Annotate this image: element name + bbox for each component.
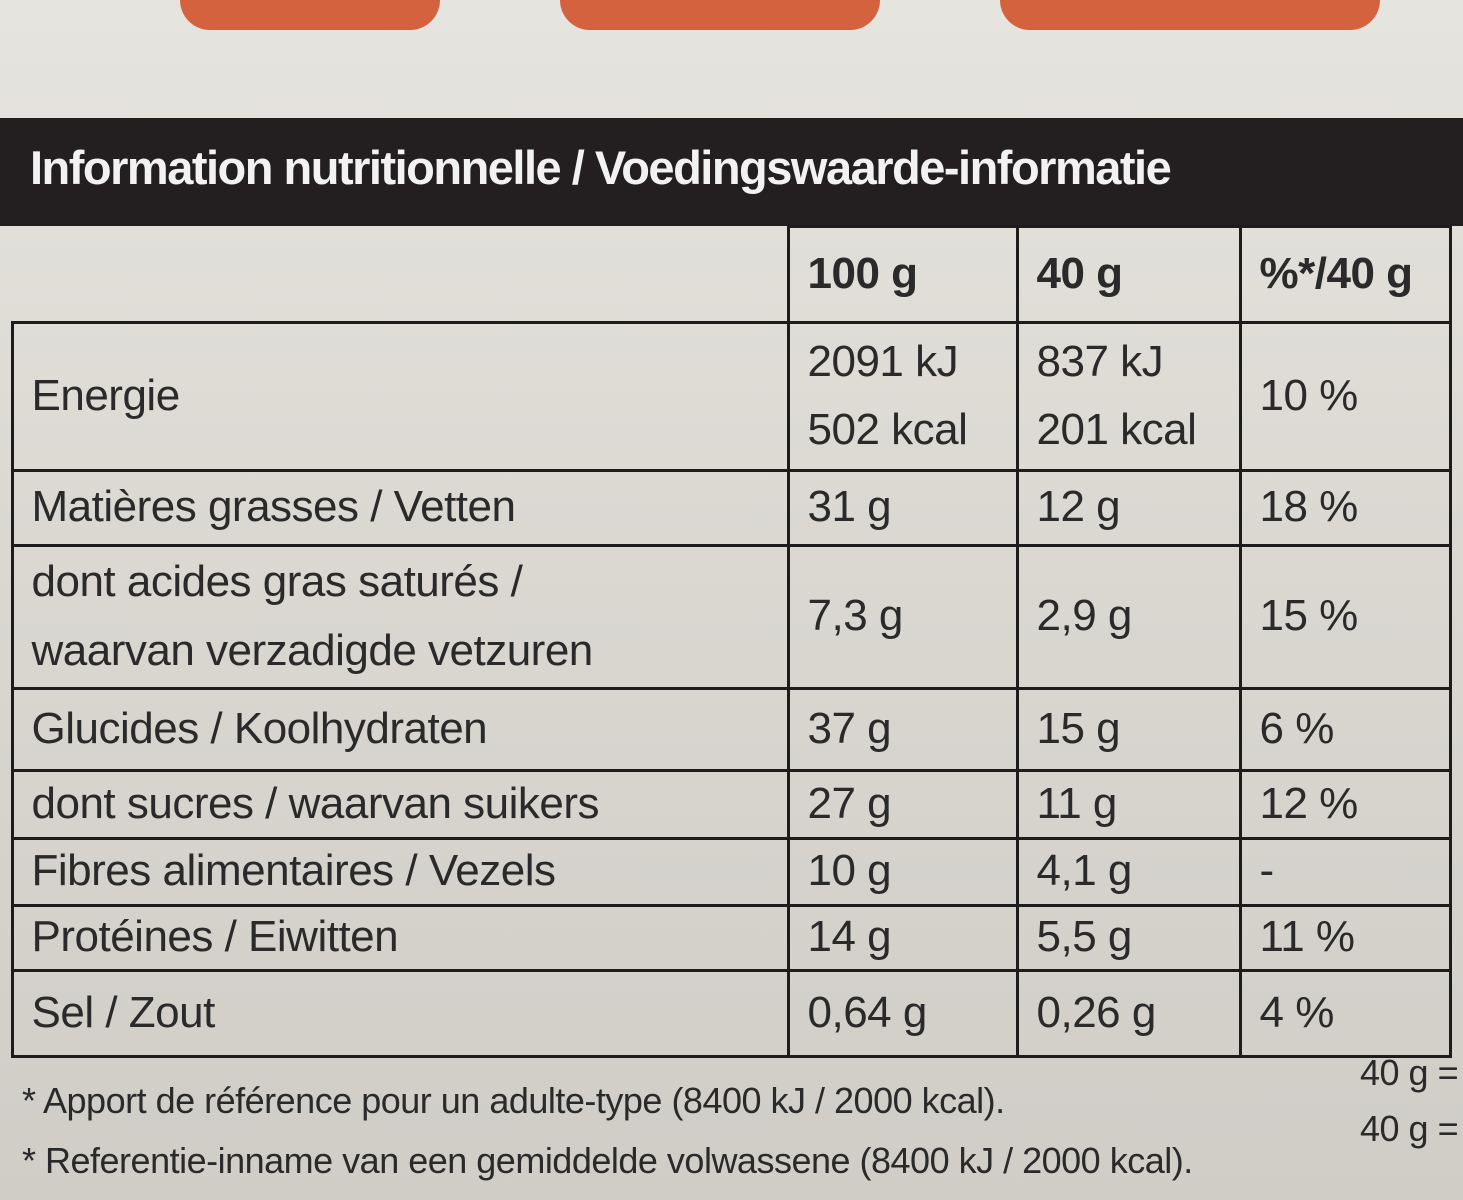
value-cell: 5,5 g	[1015, 903, 1242, 972]
footnote-portion: 40 g =	[1360, 1108, 1459, 1149]
value-cell: 2,9 g	[1015, 543, 1242, 690]
value-text: 12 %	[1259, 778, 1359, 828]
value-cell: 12 g	[1015, 468, 1242, 547]
decoration	[1000, 0, 1380, 30]
row-label: Matières grasses / Vetten	[10, 468, 790, 547]
column-header: %*/40 g	[1238, 224, 1452, 324]
value-text: 11 g	[1036, 778, 1118, 828]
value-text: 0,26 g	[1036, 987, 1157, 1037]
value-cell: 10 %	[1238, 320, 1452, 472]
row-label: dont sucres / waarvan suikers	[10, 768, 790, 840]
column-header: 40 g	[1015, 224, 1242, 324]
value-text: 15 g	[1036, 703, 1121, 753]
value-cell: 11 %	[1238, 903, 1452, 972]
row-label-text: Fibres alimentaires / Vezels	[31, 846, 557, 896]
value-cell: 27 g	[786, 768, 1019, 840]
footnote: * Referentie-inname van een gemiddelde v…	[22, 1140, 1193, 1181]
row-label: dont acides gras saturés / waarvan verzad…	[10, 543, 790, 690]
empty-cell	[10, 225, 790, 324]
row-label-text: dont sucres / waarvan suikers	[31, 778, 600, 828]
value-text: 2091 kJ	[807, 336, 959, 386]
value-cell: 4 %	[1238, 968, 1452, 1058]
value-cell: 7,3 g	[786, 543, 1019, 690]
value-text: 502 kcal	[807, 405, 968, 454]
value-cell: 11 g	[1015, 768, 1242, 840]
row-label: Glucides / Koolhydraten	[10, 686, 790, 772]
column-header-text: 40 g	[1036, 248, 1124, 298]
decoration	[560, 0, 880, 30]
value-text: 18 %	[1259, 482, 1359, 532]
row-label-text: Glucides / Koolhydraten	[31, 703, 488, 753]
value-cell: 6 %	[1238, 686, 1452, 772]
row-label: Protéines / Eiwitten	[10, 903, 790, 972]
row-label-text: Sel / Zout	[31, 987, 216, 1037]
row-label: Fibres alimentaires / Vezels	[10, 836, 790, 907]
row-label-text: dont acides gras saturés /	[31, 557, 523, 607]
decoration	[180, 0, 440, 30]
value-cell: 0,64 g	[786, 968, 1019, 1058]
value-text: 5,5 g	[1036, 912, 1133, 962]
column-header: 100 g	[786, 224, 1019, 324]
value-cell: 4,1 g	[1015, 836, 1242, 907]
value-text: 37 g	[807, 703, 892, 753]
value-text: 11 %	[1259, 912, 1356, 962]
value-cell: 15 g	[1015, 686, 1242, 772]
value-text: 4 %	[1259, 987, 1335, 1037]
value-text: 837 kJ	[1036, 336, 1164, 386]
value-cell: 15 %	[1238, 543, 1452, 690]
value-text: 15 %	[1259, 591, 1359, 641]
row-label-text: waarvan verzadigde vetzuren	[31, 625, 594, 675]
row-label: Energie	[10, 320, 790, 472]
value-cell: 31 g	[786, 468, 1019, 547]
row-label: Sel / Zout	[10, 968, 790, 1058]
value-text: 14 g	[807, 912, 892, 962]
value-cell: 12 %	[1238, 768, 1452, 840]
title: Information nutritionnelle / Voedingswaa…	[30, 141, 1172, 194]
value-cell: 18 %	[1238, 468, 1452, 547]
row-label-text: Matières grasses / Vetten	[31, 482, 516, 532]
value-cell: 0,26 g	[1015, 968, 1242, 1058]
value-text: 0,64 g	[807, 987, 928, 1037]
header-bar	[0, 118, 1463, 226]
footnote: * Apport de référence pour un adulte-typ…	[22, 1080, 1005, 1121]
value-text: 6 %	[1259, 703, 1335, 753]
value-text: -	[1259, 846, 1275, 896]
column-header-text: %*/40 g	[1259, 248, 1414, 298]
row-label-text: Protéines / Eiwitten	[31, 912, 399, 962]
value-cell: 37 g	[786, 686, 1019, 772]
value-text: 4,1 g	[1036, 846, 1133, 896]
value-cell: 14 g	[786, 903, 1019, 972]
value-text: 10 %	[1259, 370, 1359, 420]
value-text: 201 kcal	[1036, 405, 1197, 454]
value-cell: 2091 kJ 502 kcal	[786, 320, 1019, 472]
value-cell: 837 kJ 201 kcal	[1015, 320, 1242, 472]
row-label-text: Energie	[31, 370, 181, 420]
value-cell: -	[1238, 836, 1452, 907]
value-text: 27 g	[807, 778, 892, 828]
value-text: 31 g	[807, 482, 892, 532]
value-text: 12 g	[1036, 482, 1121, 532]
value-text: 2,9 g	[1036, 591, 1133, 641]
value-text: 7,3 g	[807, 591, 904, 641]
footnote-portion: 40 g =	[1360, 1052, 1459, 1093]
value-text: 10 g	[807, 846, 892, 896]
column-header-text: 100 g	[807, 248, 919, 298]
value-cell: 10 g	[786, 836, 1019, 907]
